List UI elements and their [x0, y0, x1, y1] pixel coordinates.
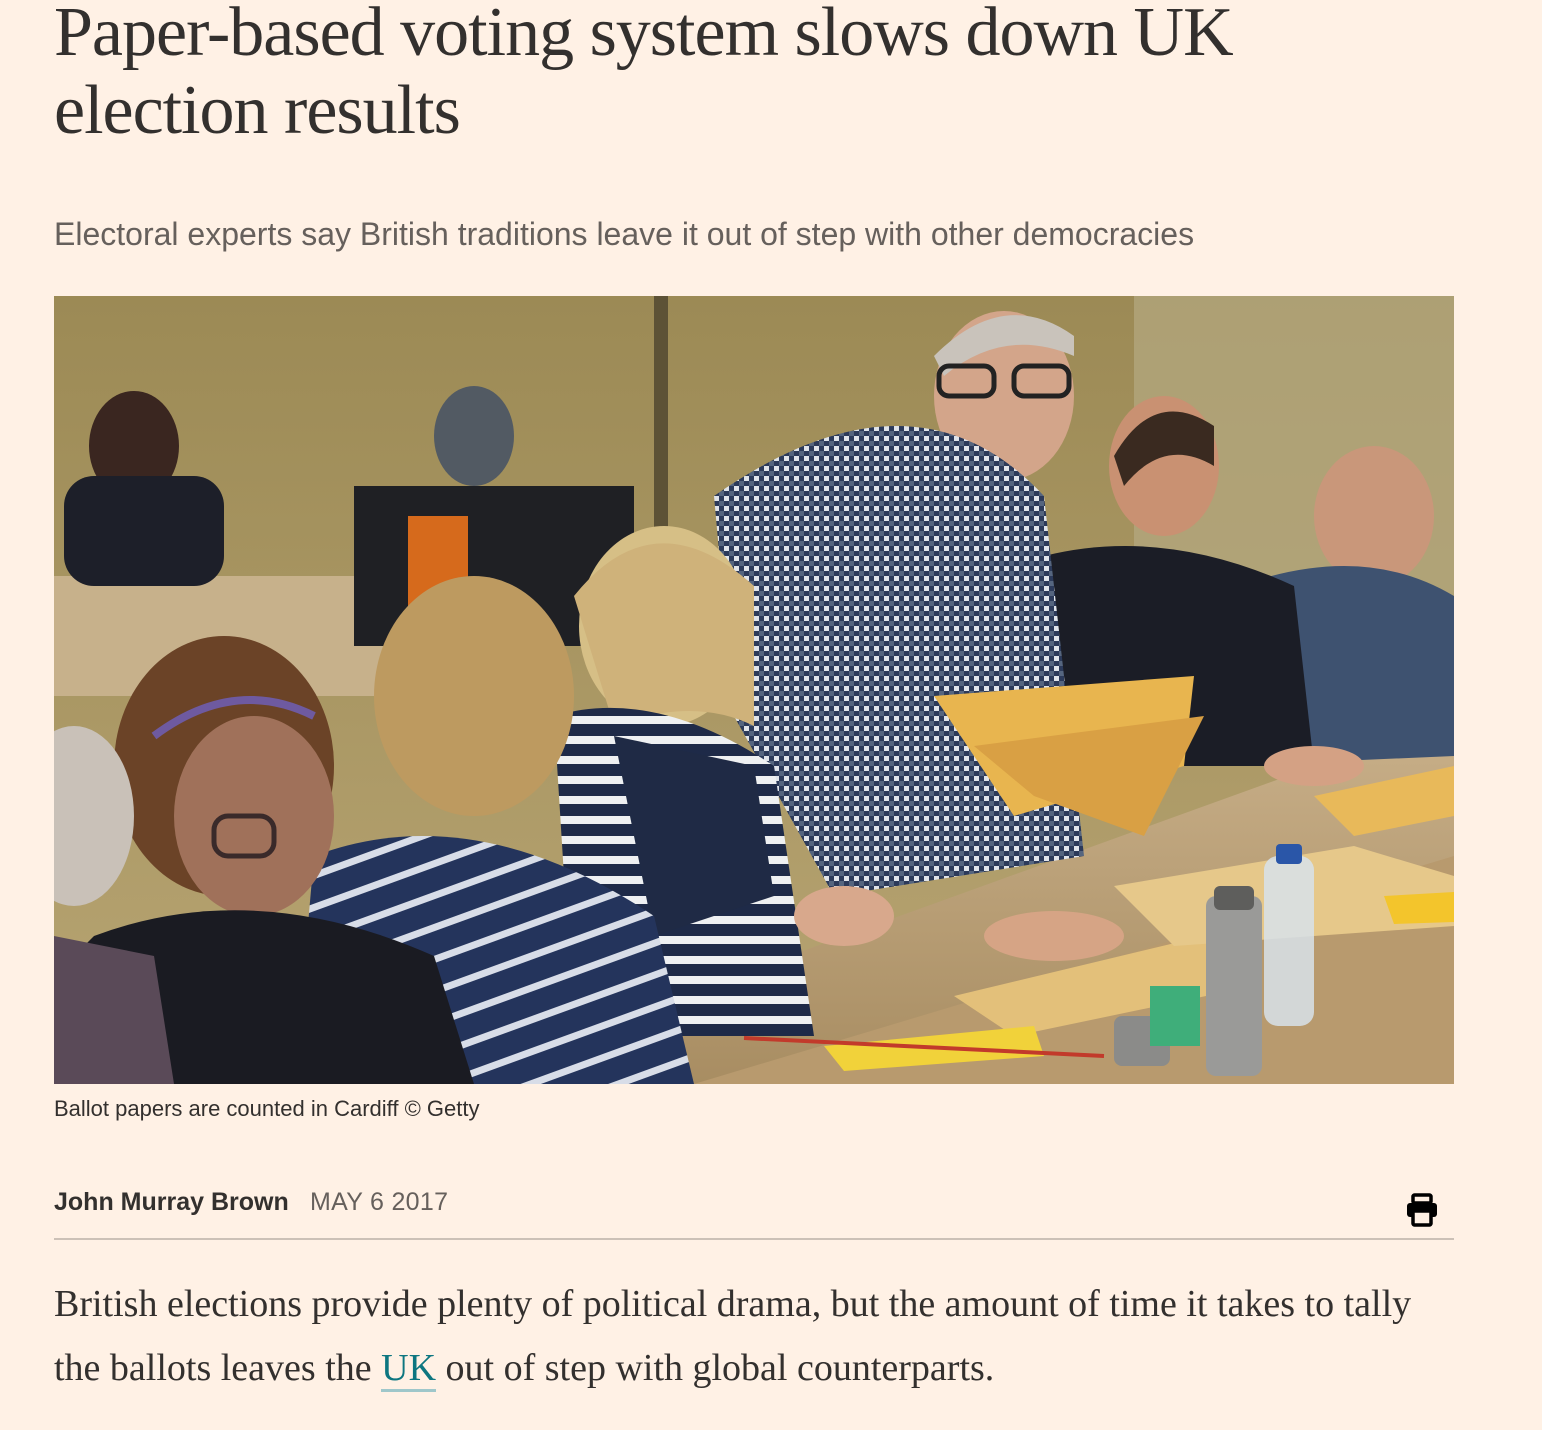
author-link[interactable]: John Murray Brown: [54, 1188, 289, 1216]
body-text-end: out of step with global counterparts.: [436, 1347, 995, 1389]
article-body-paragraph: British elections provide plenty of poli…: [54, 1272, 1414, 1400]
body-text-start: British elections provide plenty of poli…: [54, 1283, 1412, 1389]
article-headline: Paper-based voting system slows down UK …: [54, 0, 1234, 149]
print-button[interactable]: [1404, 1192, 1440, 1228]
article-photo: [54, 296, 1454, 1084]
byline: John Murray Brown MAY 6 2017: [54, 1186, 1454, 1240]
article-standfirst: Electoral experts say British traditions…: [54, 216, 1195, 252]
photo-caption: Ballot papers are counted in Cardiff © G…: [54, 1096, 480, 1121]
printer-icon: [1407, 1193, 1437, 1227]
photo-ballot-counting: [54, 296, 1454, 1084]
uk-topic-link[interactable]: UK: [381, 1347, 437, 1392]
publish-date: MAY 6 2017: [310, 1188, 449, 1216]
